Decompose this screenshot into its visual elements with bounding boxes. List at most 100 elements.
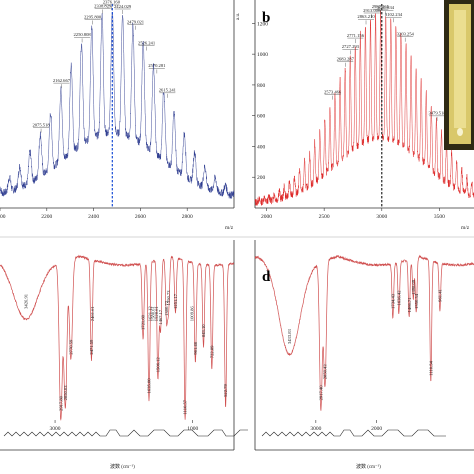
x-tick-label: 2000 [261,214,272,220]
y-tick-label: 400 [257,144,266,150]
panel-c-series-line [0,254,235,421]
peak-label: 2075.518 [32,122,50,127]
peak-label: 2376.160 [103,0,121,5]
panel-b-x-suffix: m/z [461,225,470,231]
x-tick-label: 3000 [310,426,321,432]
peak-label: 1350.73 [166,290,171,306]
x-tick-label: 2000 [371,426,382,432]
peak-label: 2913.008 [363,8,381,13]
peak-label: 1110.57 [183,399,188,414]
peak-label: 1466.71 [407,297,412,313]
peak-label: 1621.12 [148,306,153,322]
x-tick-label: 2500 [319,214,330,220]
peak-label: 2683.287 [337,57,355,62]
inset-photo-spot [457,128,463,136]
panel-b-series-line [254,10,474,206]
peak-label: 3102.234 [385,12,403,17]
panel-d-molecule-structure [261,429,446,437]
peak-label: 2250.808 [73,32,91,37]
peak-label: 2479.021 [127,20,145,25]
peak-label: 2850.03 [63,385,68,401]
peak-label: 2338.829 [94,3,112,8]
peak-label: 961.41 [437,289,442,302]
peak-label: 2526.241 [138,40,156,45]
y-tick-label: 1200 [257,21,268,27]
y-tick-label: 600 [257,114,266,120]
panel-d-letter: d [262,269,271,285]
peak-label: 2770.59 [68,339,73,355]
panel-b-inset-photo [444,0,474,150]
peak-label: 2471.59 [89,339,94,355]
x-tick-label: 2800 [182,214,193,220]
x-tick-label: 2600 [135,214,146,220]
peak-label: 1635.00 [147,378,152,394]
panel-b-peak-labels: 2573.466 2683.287 2727.293 2771.156 2863.210… [324,4,446,121]
panel-d: 3000 2000 波数 (cm⁻¹) 3433.83 2917.402850.43… [254,240,474,470]
panel-a-series-line [0,11,235,200]
peak-label: 2295.800 [84,14,102,19]
peak-label: 2573.466 [324,89,342,94]
panel-a-peak-labels: 2075.518 2162.667 2250.808 2295.800 2338.829… [32,0,177,133]
panel-c-molecule-structure [3,429,248,437]
peak-label: 2162.667 [53,78,71,83]
peak-label: 1009.86 [190,306,195,322]
peak-label: 2727.293 [342,44,360,49]
peak-label: 3203.254 [397,32,415,37]
peak-label: 1580.61 [150,306,155,322]
peak-label: 1721.60 [141,314,146,330]
panel-c: 3000 1000 波数 (cm⁻¹) 3426.91 2917.802850.03… [0,240,248,470]
panel-b: 200 400 600 800 1000 1200 2000 2500 3000 3500 m/… [236,0,474,231]
peak-label: 1110.54 [428,360,433,375]
peak-label: 1506.12 [155,357,160,373]
x-tick-label: 1000 [187,426,198,432]
peak-label: 961.46 [193,341,198,354]
peak-label: 2615.241 [159,88,177,93]
inset-photo-highlight [454,10,466,128]
panel-a-x-suffix: m/z [225,225,234,231]
panel-c-x-label: 波数 (cm⁻¹) [110,463,135,470]
peak-label: 843.10 [201,324,206,337]
panel-b-y-ticks: 200 400 600 800 1000 1200 [252,21,268,181]
panel-d-x-ticks: 3000 2000 [310,420,382,432]
panel-b-letter: b [262,10,270,26]
peak-label: 1251.17 [173,293,178,309]
peak-label: 2987.265 [372,4,390,9]
peak-label: 2771.156 [347,33,365,38]
peak-label: 2863.210 [357,14,375,19]
peak-label: 2461.61 [90,306,95,322]
y-tick-label: 200 [257,175,266,181]
peak-label: 522.79 [223,384,228,397]
peak-label: 1734.43 [390,293,395,309]
x-tick-label: 2000 [0,214,6,220]
x-tick-label: 2400 [88,214,99,220]
x-tick-label: 3000 [50,426,61,432]
panel-c-x-ticks: 3000 1000 [50,420,198,432]
peak-label: 1467.17 [158,309,163,325]
peak-label: 2850.43 [323,364,328,380]
peak-label: 722.89 [209,345,214,358]
peak-label: 2424.029 [114,4,132,9]
peak-label: 2917.80 [58,395,63,411]
peak-label: 1398.09 [411,279,416,295]
peak-label: 2917.40 [318,385,323,401]
peak-label: 3433.83 [287,328,292,344]
peak-label: 1380.72 [164,300,169,316]
x-tick-label: 3000 [376,214,387,220]
panel-b-x-ticks: 2000 2500 3000 3500 [261,208,445,220]
x-tick-label: 2200 [41,214,52,220]
panel-a-x-ticks: 2000 2200 2400 2600 2800 [0,208,193,220]
peak-label: 1636.42 [396,290,401,306]
y-tick-label: 1000 [257,52,268,58]
peak-label: 3479.518 [428,111,446,116]
panel-d-series-line [254,254,474,411]
panel-d-x-label: 波数 (cm⁻¹) [356,463,381,470]
peak-label: 2570.281 [148,63,166,68]
panel-a: 2000 2200 2400 2600 2800 m/z 2075.518 2162.66… [0,0,235,231]
peak-label: 1528.61 [154,306,159,322]
y-tick-label: 800 [257,83,266,89]
panel-b-y-label: a.u. [236,13,241,20]
peak-label: 1350.54 [414,293,419,309]
